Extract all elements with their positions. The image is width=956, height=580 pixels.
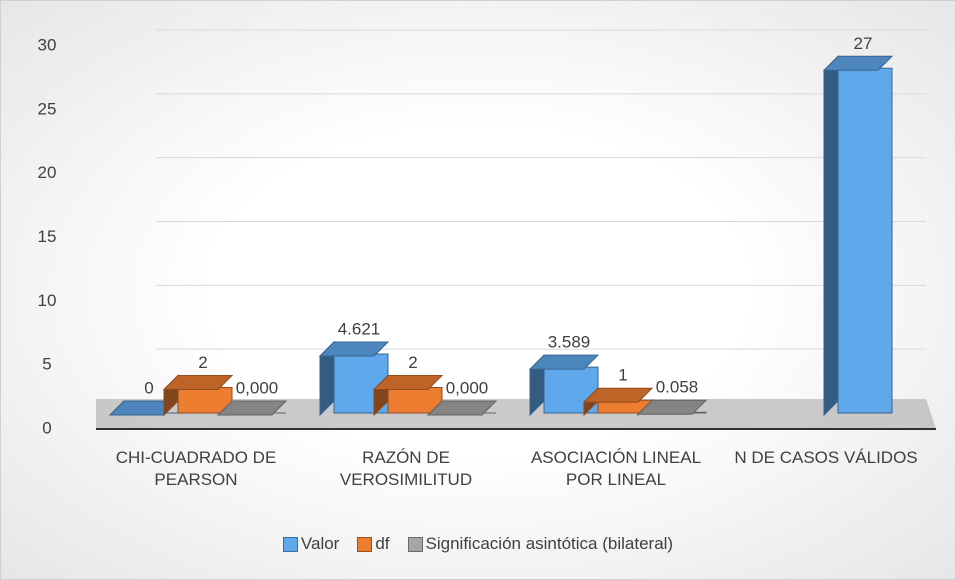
y-tick-label: 25 bbox=[38, 99, 57, 118]
bar bbox=[372, 374, 444, 417]
legend-item: Significación asintótica (bilateral) bbox=[407, 534, 674, 554]
bar-front bbox=[837, 67, 893, 414]
bar-front bbox=[177, 386, 233, 414]
data-label: 1 bbox=[618, 366, 627, 385]
x-tick-label: N DE CASOS VÁLIDOS bbox=[734, 448, 918, 467]
y-tick-label: 10 bbox=[38, 291, 57, 310]
bar bbox=[216, 400, 288, 416]
x-tick-label: CHI-CUADRADO DE PEARSON bbox=[115, 448, 277, 489]
bar bbox=[162, 374, 234, 417]
bar bbox=[636, 399, 708, 417]
data-label: 2 bbox=[408, 353, 417, 372]
data-label: 0.058 bbox=[656, 378, 699, 397]
data-label: 0,000 bbox=[236, 378, 279, 397]
data-label: 3.589 bbox=[548, 333, 591, 352]
bar-top bbox=[318, 341, 390, 357]
legend-item: df bbox=[357, 534, 390, 554]
legend-swatch bbox=[357, 536, 373, 552]
bar bbox=[822, 55, 894, 417]
bar-top bbox=[822, 55, 894, 71]
bar-top bbox=[528, 354, 600, 370]
bar-top bbox=[162, 374, 234, 390]
bar-side bbox=[823, 55, 839, 417]
bar-top bbox=[636, 399, 708, 415]
y-tick-label: 30 bbox=[38, 35, 57, 54]
bar-front bbox=[387, 386, 443, 414]
data-label: 0 bbox=[144, 378, 153, 397]
data-label: 27 bbox=[854, 34, 873, 53]
y-tick-label: 0 bbox=[42, 418, 51, 437]
legend-label: df bbox=[375, 534, 390, 553]
x-tick-label: RAZÓN DE VEROSIMILITUD bbox=[339, 448, 473, 489]
y-tick-label: 20 bbox=[38, 163, 57, 182]
bar bbox=[528, 353, 600, 417]
legend-label: Valor bbox=[300, 534, 340, 553]
bar bbox=[582, 387, 654, 417]
bar-top bbox=[582, 387, 654, 403]
legend-swatch bbox=[282, 536, 298, 552]
legend: Valor df Significación asintótica (bilater… bbox=[1, 534, 955, 554]
bar-top bbox=[216, 400, 288, 416]
data-label: 4.621 bbox=[338, 319, 381, 338]
legend-item: Valor bbox=[282, 534, 340, 554]
x-tick-label: ASOCIACIÓN LINEAL POR LINEAL bbox=[530, 448, 702, 489]
legend-label: Significación asintótica (bilateral) bbox=[425, 534, 674, 553]
bar bbox=[426, 400, 498, 416]
bar-top bbox=[372, 374, 444, 390]
data-label: 2 bbox=[198, 353, 207, 372]
y-tick-label: 15 bbox=[38, 227, 57, 246]
y-tick-label: 5 bbox=[42, 355, 51, 374]
data-label: 0,000 bbox=[446, 378, 489, 397]
legend-swatch bbox=[407, 536, 423, 552]
floor bbox=[96, 399, 936, 429]
bar-top bbox=[426, 400, 498, 416]
